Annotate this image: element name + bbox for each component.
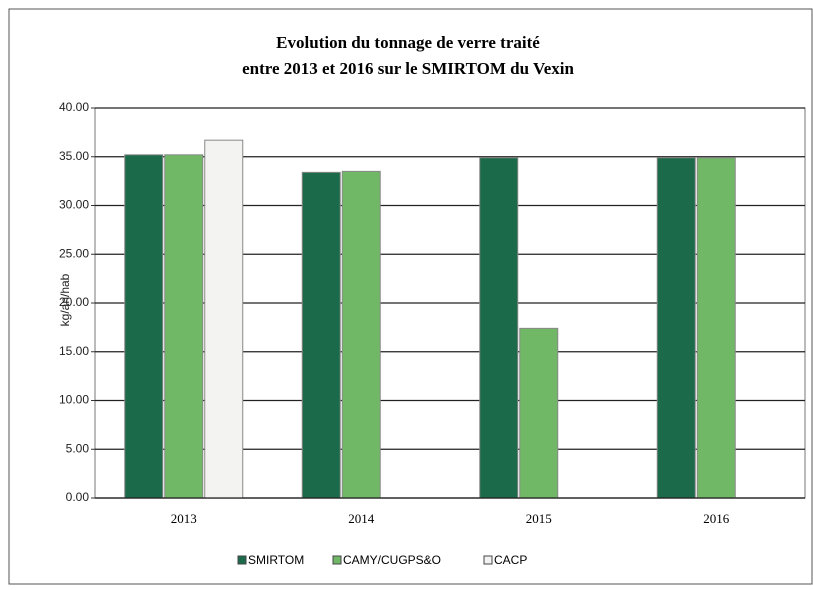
x-tick-label: 2015 [526, 511, 552, 526]
y-tick-label: 40.00 [59, 100, 89, 114]
legend-swatch [483, 555, 493, 565]
chart-title: Evolution du tonnage de verre traité [276, 33, 540, 52]
chart-title: entre 2013 et 2016 sur le SMIRTOM du Vex… [242, 59, 574, 78]
y-tick-label: 15.00 [59, 344, 89, 358]
bar [124, 154, 164, 499]
y-tick-label: 5.00 [66, 441, 90, 455]
y-tick-label: 30.00 [59, 198, 89, 212]
y-tick-label: 35.00 [59, 149, 89, 163]
bar [479, 157, 519, 499]
y-tick-label: 10.00 [59, 393, 89, 407]
legend-swatch [332, 555, 342, 565]
legend-label: SMIRTOM [248, 553, 304, 567]
bar [519, 327, 559, 499]
bar [656, 157, 696, 499]
bar [204, 139, 244, 499]
chart-frame [8, 8, 813, 585]
legend-swatch [237, 555, 247, 565]
bar [301, 171, 341, 499]
y-tick-label: 20.00 [59, 295, 89, 309]
legend-label: CAMY/CUGPS&O [343, 553, 441, 567]
y-axis-label: kg/an/hab [58, 273, 72, 326]
bar [341, 170, 381, 499]
y-tick-label: 25.00 [59, 246, 89, 260]
bar [164, 154, 204, 499]
x-tick-label: 2016 [703, 511, 730, 526]
y-tick-label: 0.00 [66, 490, 90, 504]
bar [696, 157, 736, 499]
x-tick-label: 2013 [171, 511, 197, 526]
legend-label: CACP [494, 553, 527, 567]
x-tick-label: 2014 [348, 511, 375, 526]
